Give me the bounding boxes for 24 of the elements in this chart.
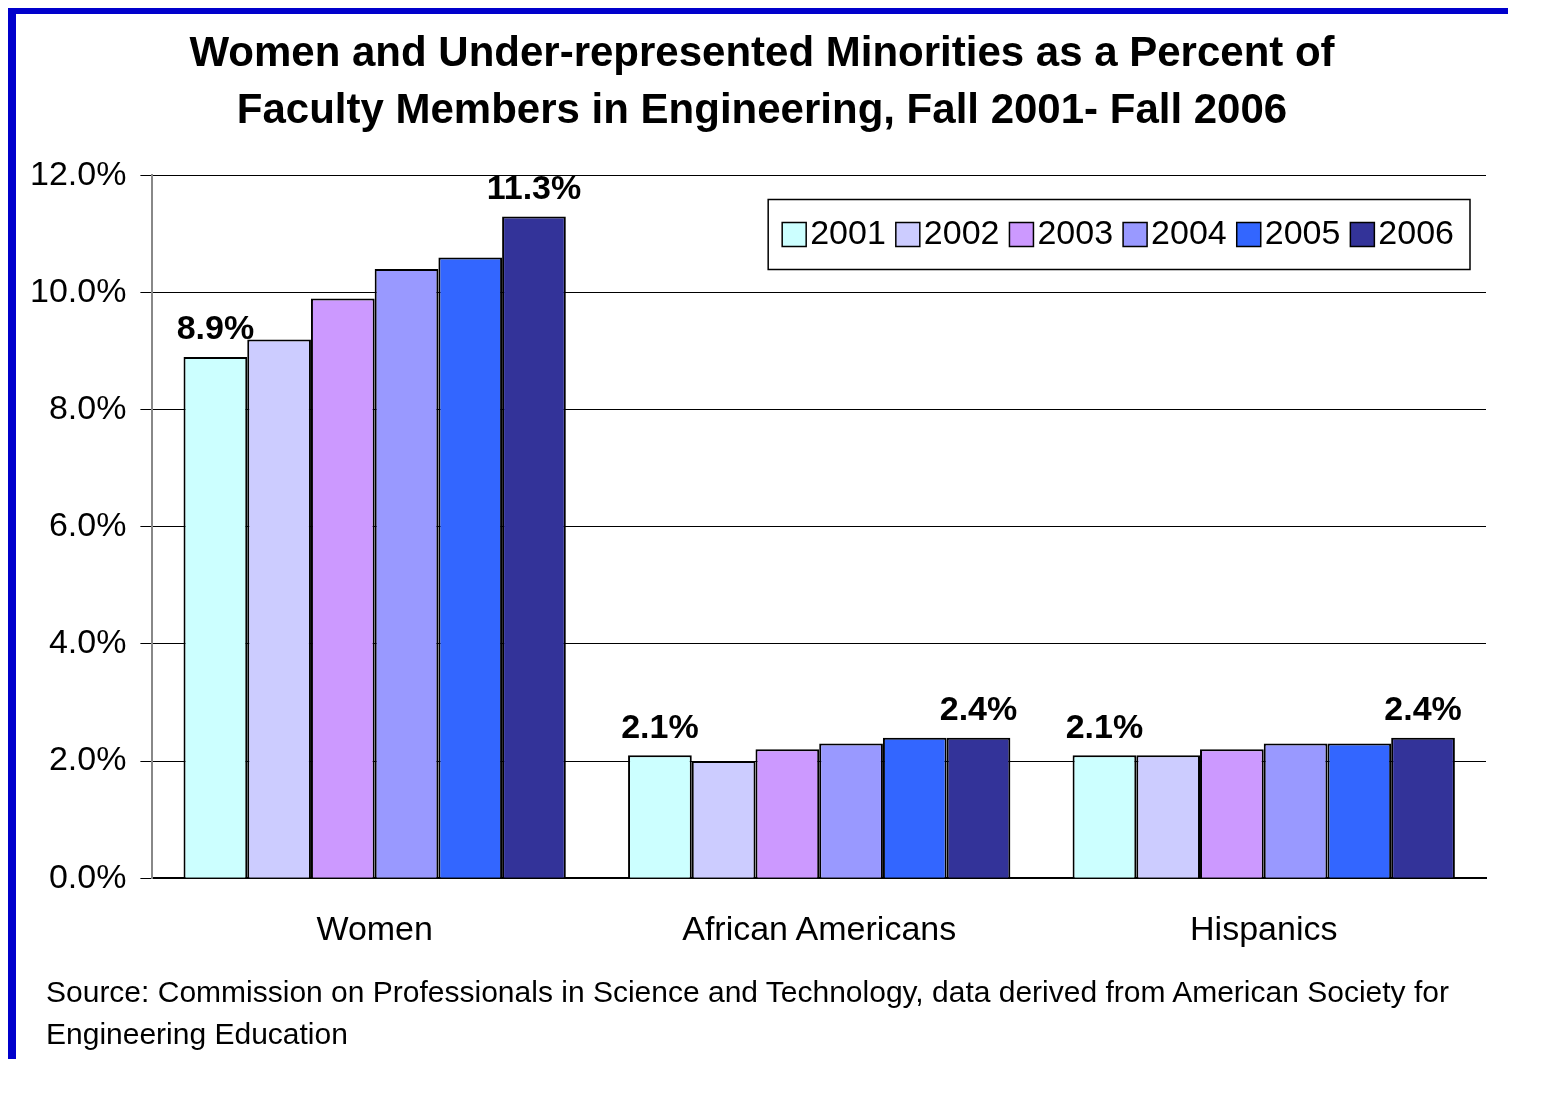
legend-label: 2001 [810,213,886,252]
data-label: 2.4% [939,689,1018,728]
source-note: Source: Commission on Professionals in Science and Technology, data derived from American Society for Engineering Education [45,974,1450,1053]
data-label: 2.1% [1065,706,1144,745]
legend-label: 2006 [1378,213,1454,252]
x-tick-label: Women [316,909,433,948]
y-tick-label: 4.0% [48,622,127,661]
y-tick-label: 0.0% [48,856,127,895]
chart-title: Women and Under-represented Minorities as a Percent of Faculty Members in Engineering, Fall 2001- Fall 2006 [188,27,1336,134]
data-label: 2.1% [621,706,699,745]
data-label: 11.3% [486,168,582,207]
y-tick-label: 6.0% [48,505,127,544]
y-tick-label: 10.0% [30,271,127,310]
y-tick-label: 2.0% [48,739,127,778]
x-tick-label: Hispanics [1190,909,1338,948]
legend-label: 2003 [1037,213,1114,252]
legend-label: 2005 [1264,213,1341,252]
legend-label: 2004 [1151,213,1227,252]
data-label: 8.9% [176,308,255,347]
data-label: 2.4% [1384,689,1462,728]
y-tick-label: 8.0% [48,388,127,427]
legend-label: 2002 [923,213,1000,252]
y-tick-label: 12.0% [30,154,127,193]
x-tick-label: African Americans [682,909,957,948]
